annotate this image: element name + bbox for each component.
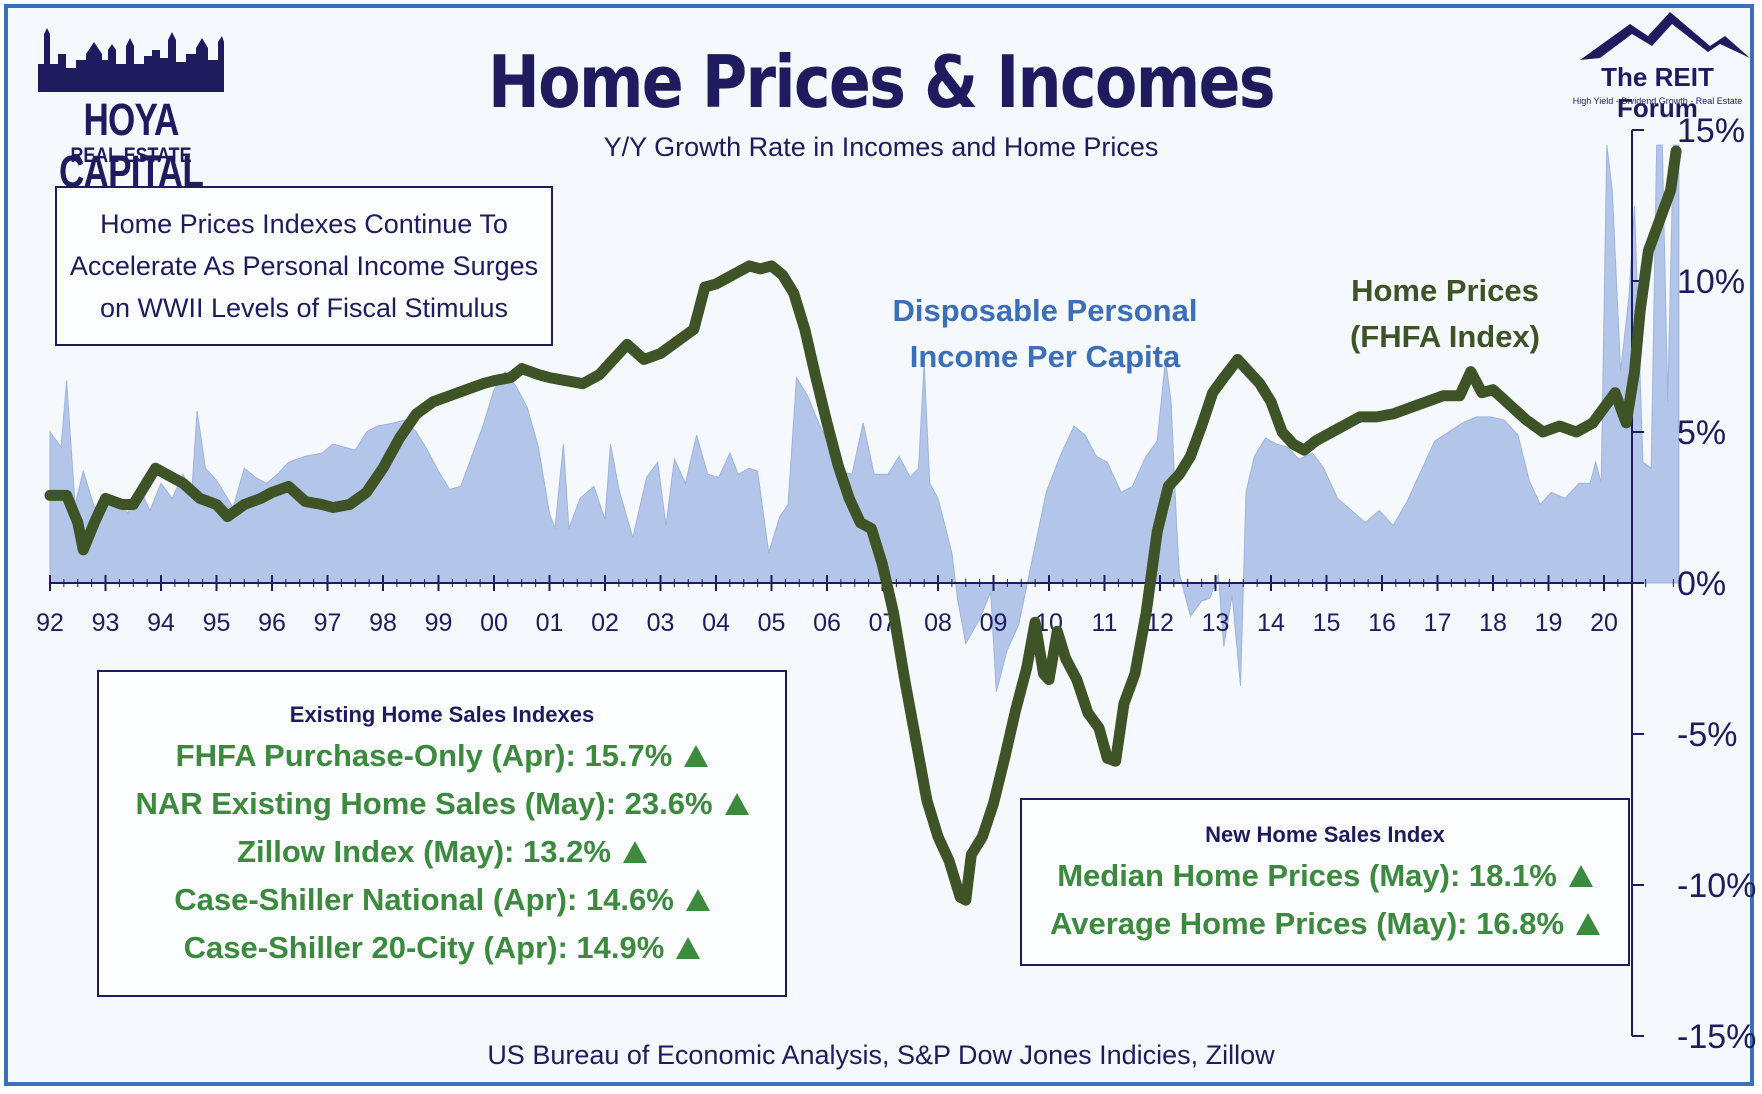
up-arrow-icon: [622, 841, 647, 863]
x-tick-label: 06: [813, 609, 841, 637]
stat-text: Average Home Prices (May): 16.8%: [1049, 906, 1565, 941]
y-tick-label: 15%: [1677, 112, 1745, 150]
x-tick-label: 05: [758, 609, 786, 637]
reit-forum-brand: The REIT Forum: [1601, 62, 1714, 123]
commentary-box: Home Prices Indexes Continue To Accelera…: [55, 186, 553, 346]
reit-forum-logo: The REIT Forum High Yield - Dividend Gro…: [1560, 10, 1755, 123]
x-tick-label: 20: [1590, 609, 1618, 637]
x-tick-label: 19: [1535, 609, 1563, 637]
stat-line: Zillow Index (May): 13.2%: [99, 828, 785, 876]
x-tick-label: 00: [480, 609, 508, 637]
x-tick-label: 04: [702, 609, 730, 637]
up-arrow-icon: [684, 745, 709, 767]
stat-line: Median Home Prices (May): 18.1%: [1022, 852, 1628, 900]
stat-line: FHFA Purchase-Only (Apr): 15.7%: [99, 732, 785, 780]
x-tick-label: 15: [1313, 609, 1341, 637]
up-arrow-icon: [685, 889, 710, 911]
stat-text: NAR Existing Home Sales (May): 23.6%: [135, 786, 713, 821]
existing-home-sales-box: Existing Home Sales Indexes FHFA Purchas…: [97, 670, 787, 997]
x-tick-label: 97: [314, 609, 342, 637]
stat-line: Average Home Prices (May): 16.8%: [1022, 900, 1628, 948]
stat-line: Case-Shiller 20-City (Apr): 14.9%: [99, 924, 785, 972]
home-price-line-series: [44, 145, 1682, 906]
x-tick-label: 93: [92, 609, 120, 637]
up-arrow-icon: [1568, 865, 1593, 887]
skyline-icon: [38, 28, 224, 92]
existing-home-sales-heading: Existing Home Sales Indexes: [289, 702, 595, 727]
stat-text: FHFA Purchase-Only (Apr): 15.7%: [175, 738, 673, 773]
chart-title: Home Prices & Incomes: [488, 40, 1276, 124]
income-series-label: Disposable Personal Income Per Capita: [892, 293, 1198, 374]
income-area-series: [49, 144, 1680, 692]
x-tick-label: 03: [647, 609, 675, 637]
x-tick-label: 17: [1424, 609, 1452, 637]
up-arrow-icon: [676, 937, 701, 959]
x-tick-label: 08: [924, 609, 952, 637]
up-arrow-icon: [1576, 913, 1601, 935]
reit-forum-tagline: High Yield - Dividend Growth - Real Esta…: [1572, 96, 1743, 106]
hoya-capital-logo: HOYA CAPITAL REAL ESTATE: [36, 24, 226, 197]
y-tick-label: 5%: [1677, 414, 1726, 452]
y-tick-label: 0%: [1677, 565, 1726, 603]
x-tick-label: 98: [369, 609, 397, 637]
x-tick-label: 14: [1257, 609, 1285, 637]
y-tick-label: -5%: [1677, 716, 1737, 754]
x-tick-label: 96: [258, 609, 286, 637]
x-tick-label: 02: [591, 609, 619, 637]
stat-line: NAR Existing Home Sales (May): 23.6%: [99, 780, 785, 828]
up-arrow-icon: [724, 793, 749, 815]
y-tick-label: -15%: [1677, 1018, 1756, 1056]
commentary-text: Home Prices Indexes Continue To Accelera…: [69, 209, 539, 323]
new-home-sales-heading: New Home Sales Index: [1205, 822, 1445, 847]
home-price-series-label: Home Prices (FHFA Index): [1349, 273, 1540, 354]
stat-text: Zillow Index (May): 13.2%: [237, 834, 611, 869]
stat-line: Case-Shiller National (Apr): 14.6%: [99, 876, 785, 924]
x-tick-label: 18: [1479, 609, 1507, 637]
x-tick-label: 95: [203, 609, 231, 637]
y-tick-label: -10%: [1677, 867, 1756, 905]
stat-text: Case-Shiller National (Apr): 14.6%: [174, 882, 674, 917]
source-note: US Bureau of Economic Analysis, S&P Dow …: [487, 1040, 1275, 1070]
hoya-capital-sub: REAL ESTATE: [70, 144, 192, 167]
x-tick-label: 92: [36, 609, 64, 637]
x-tick-label: 01: [536, 609, 564, 637]
mountain-icon: [1580, 12, 1750, 60]
x-tick-label: 11: [1092, 609, 1118, 637]
x-tick-label: 09: [980, 609, 1008, 637]
x-tick-label: 13: [1202, 609, 1230, 637]
x-tick-label: 99: [425, 609, 453, 637]
stat-text: Median Home Prices (May): 18.1%: [1057, 858, 1557, 893]
x-tick-label: 16: [1368, 609, 1396, 637]
chart-subtitle: Y/Y Growth Rate in Incomes and Home Pric…: [603, 132, 1159, 162]
x-tick-label: 94: [147, 609, 175, 637]
y-tick-label: 10%: [1677, 263, 1745, 301]
stat-text: Case-Shiller 20-City (Apr): 14.9%: [183, 930, 665, 965]
new-home-sales-box: New Home Sales Index Median Home Prices …: [1020, 798, 1630, 966]
